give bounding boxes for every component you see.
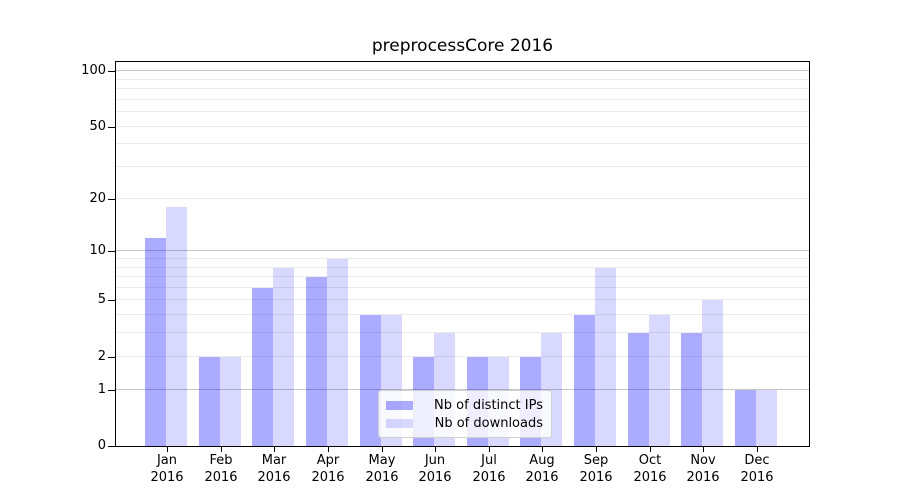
y-tick-label-1: 1	[97, 382, 106, 397]
bar-downloads-jan	[166, 207, 187, 446]
y-tick-label-50: 50	[89, 119, 106, 134]
bar-distinct-ips-oct	[628, 333, 649, 446]
bar-distinct-ips-apr	[306, 277, 327, 446]
bar-distinct-ips-dec	[735, 390, 756, 446]
y-tick-label-20: 20	[89, 191, 106, 206]
x-tick-label-sep: Sep 2016	[579, 453, 613, 485]
chart-title: preprocessCore 2016	[371, 36, 554, 56]
y-tick-label-10: 10	[89, 243, 106, 258]
x-tick-mar	[274, 447, 275, 452]
x-tick-label-oct: Oct 2016	[633, 453, 667, 485]
x-tick-label-dec: Dec 2016	[740, 453, 774, 485]
y-tick-2	[108, 357, 115, 358]
gridline-major-10	[116, 250, 809, 251]
y-tick-10	[108, 251, 115, 252]
legend-row: Nb of downloads	[386, 414, 543, 432]
y-tick-5	[108, 300, 115, 301]
x-tick-may	[382, 447, 383, 452]
gridline-minor-9	[116, 258, 809, 259]
legend: Nb of distinct IPs Nb of downloads	[378, 390, 552, 438]
bar-distinct-ips-jan	[145, 238, 166, 446]
x-tick-label-jun: Jun 2016	[418, 453, 452, 485]
x-tick-jul	[489, 447, 490, 452]
y-tick-50	[108, 127, 115, 128]
x-tick-nov	[703, 447, 704, 452]
gridline-minor-90	[116, 79, 809, 80]
gridline-minor-4	[116, 314, 809, 315]
bar-distinct-ips-feb	[199, 357, 220, 446]
x-tick-label-may: May 2016	[365, 453, 399, 485]
legend-swatch-distinct-ips	[386, 400, 413, 410]
bar-downloads-mar	[273, 268, 294, 446]
x-tick-jan	[167, 447, 168, 452]
gridline-minor-30	[116, 166, 809, 167]
gridline-minor-5	[116, 299, 809, 300]
gridline-minor-3	[116, 332, 809, 333]
bar-downloads-dec	[756, 390, 777, 446]
x-tick-label-aug: Aug 2016	[525, 453, 559, 485]
gridline-minor-6	[116, 287, 809, 288]
bar-distinct-ips-nov	[681, 333, 702, 446]
x-tick-jun	[435, 447, 436, 452]
y-tick-20	[108, 199, 115, 200]
x-tick-label-jul: Jul 2016	[472, 453, 506, 485]
x-tick-label-apr: Apr 2016	[311, 453, 345, 485]
bar-downloads-feb	[220, 357, 241, 446]
y-tick-1	[108, 390, 115, 391]
legend-row: Nb of distinct IPs	[386, 396, 543, 414]
bars-layer	[116, 62, 809, 446]
legend-label-downloads: Nb of downloads	[434, 415, 543, 431]
gridline-minor-60	[116, 111, 809, 112]
x-tick-label-feb: Feb 2016	[204, 453, 238, 485]
bar-distinct-ips-mar	[252, 288, 273, 446]
bar-downloads-apr	[327, 259, 348, 446]
gridline-minor-7	[116, 276, 809, 277]
gridline-minor-70	[116, 99, 809, 100]
gridline-minor-2	[116, 356, 809, 357]
gridline-minor-50	[116, 126, 809, 127]
y-tick-label-2: 2	[97, 349, 106, 364]
x-tick-label-jan: Jan 2016	[150, 453, 184, 485]
bar-downloads-nov	[702, 300, 723, 446]
plot-area: Nb of distinct IPs Nb of downloads	[115, 61, 810, 447]
gridline-major-1	[116, 389, 809, 390]
y-tick-100	[108, 71, 115, 72]
y-tick-0	[108, 446, 115, 447]
x-tick-aug	[542, 447, 543, 452]
bar-downloads-sep	[595, 268, 616, 446]
gridlines-layer	[116, 62, 809, 446]
x-tick-label-mar: Mar 2016	[257, 453, 291, 485]
x-tick-label-nov: Nov 2016	[686, 453, 720, 485]
gridline-minor-20	[116, 198, 809, 199]
bar-distinct-ips-may	[360, 315, 381, 446]
gridline-minor-8	[116, 267, 809, 268]
x-tick-sep	[596, 447, 597, 452]
bar-distinct-ips-sep	[574, 315, 595, 446]
x-tick-dec	[757, 447, 758, 452]
y-tick-label-100: 100	[81, 63, 106, 78]
x-tick-apr	[328, 447, 329, 452]
gridline-minor-40	[116, 143, 809, 144]
y-tick-label-0: 0	[97, 438, 106, 453]
x-tick-feb	[221, 447, 222, 452]
gridline-major-100	[116, 70, 809, 71]
legend-label-distinct-ips: Nb of distinct IPs	[434, 397, 543, 413]
x-tick-oct	[650, 447, 651, 452]
y-tick-label-5: 5	[97, 292, 106, 307]
gridline-minor-80	[116, 88, 809, 89]
bar-downloads-oct	[649, 315, 670, 446]
legend-swatch-downloads	[386, 418, 413, 428]
